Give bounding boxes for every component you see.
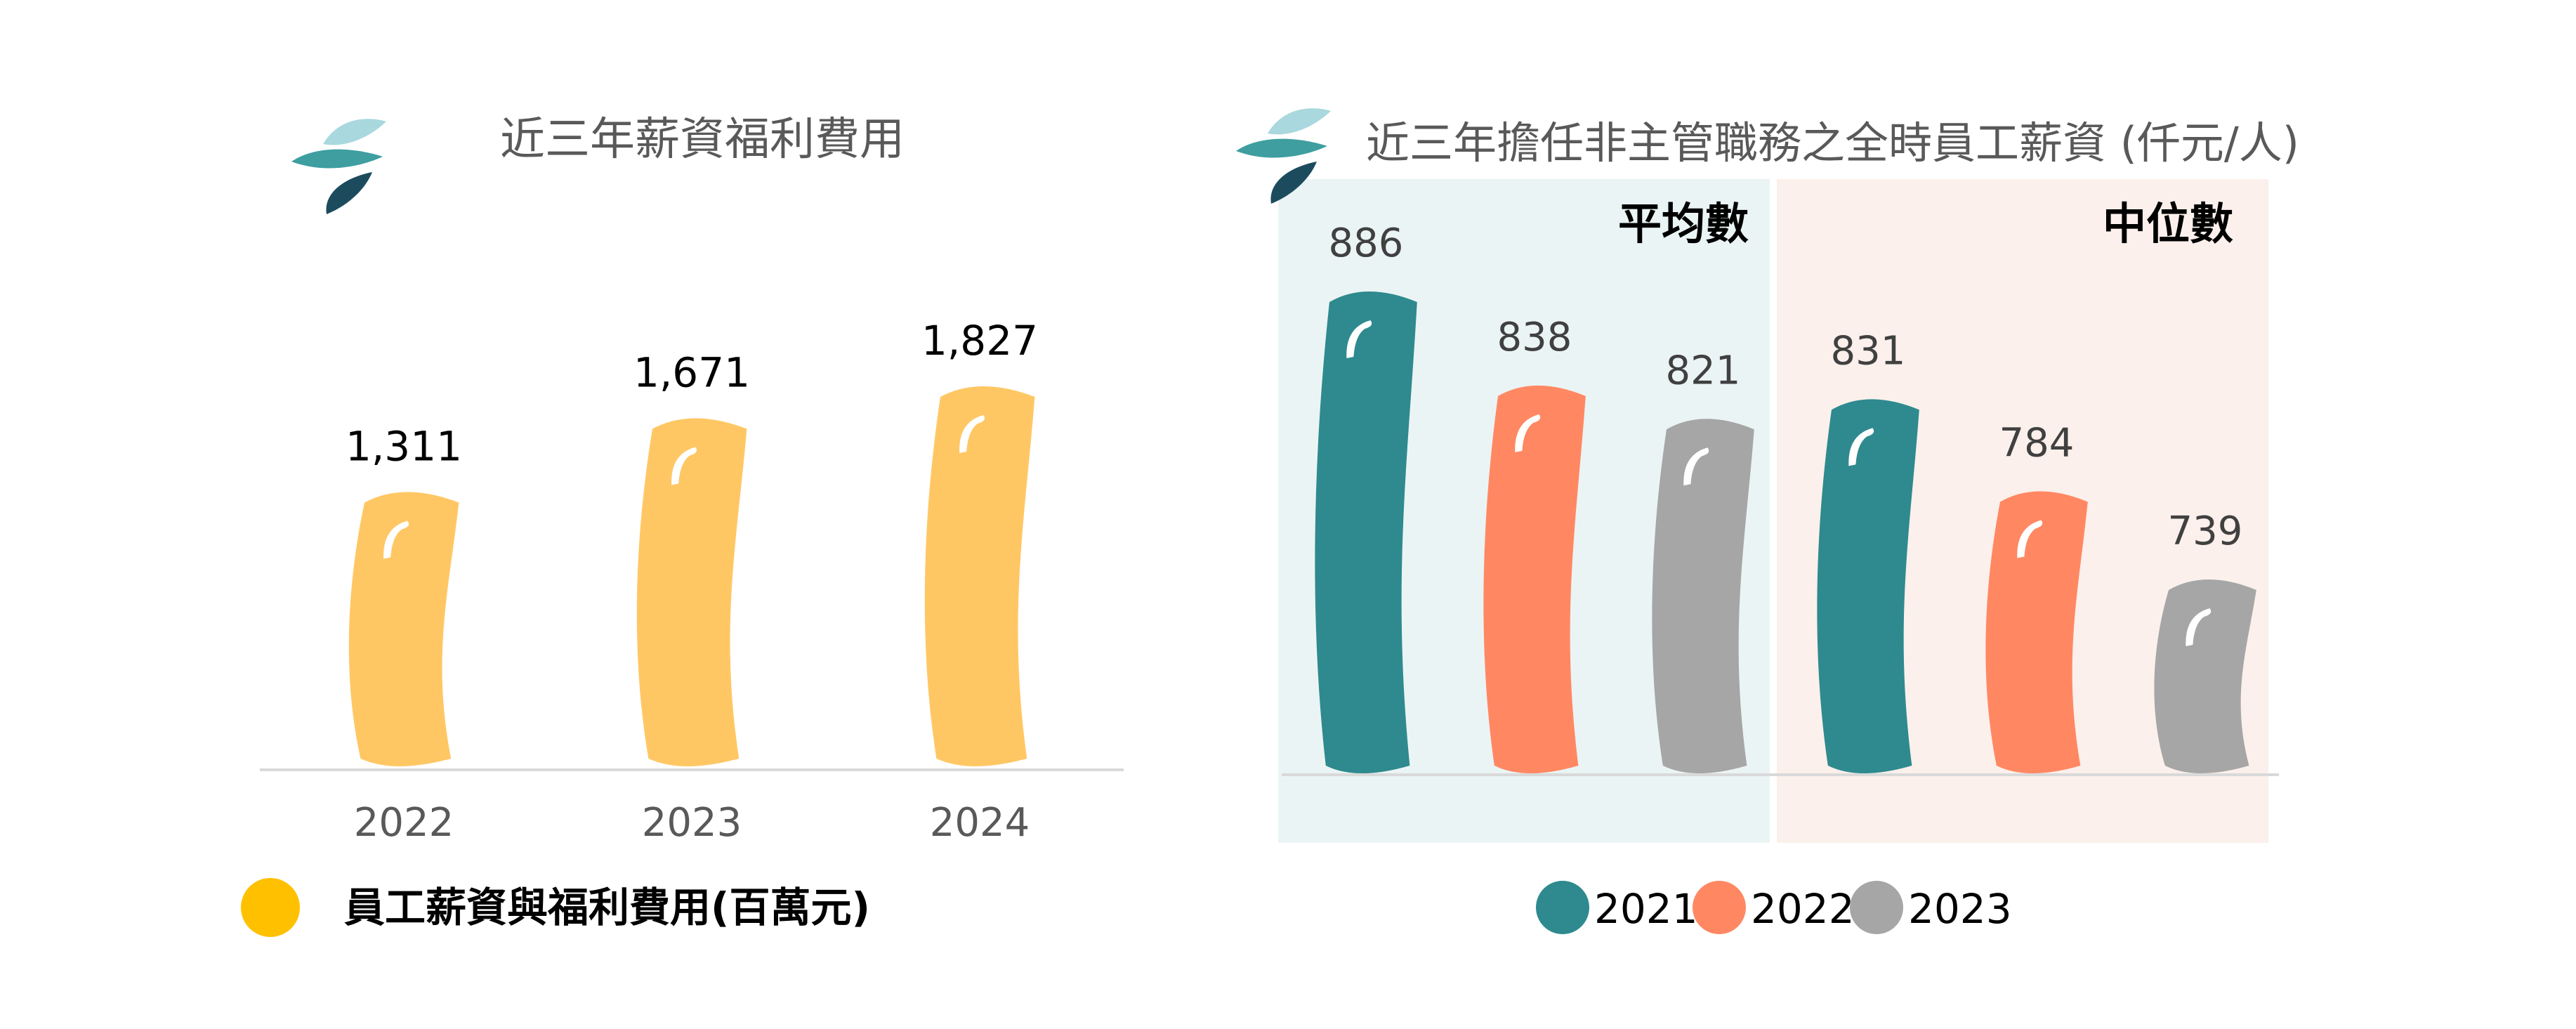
bars-group: 1,311 1,671 1,827 — [346, 317, 1038, 766]
bar-highlight — [2017, 520, 2043, 558]
bars-group: 886 831 838 784 821 739 — [1315, 221, 2256, 773]
x-tick-label: 2024 — [930, 800, 1030, 846]
chart-logo-icon — [291, 119, 386, 214]
bar-highlight — [1683, 447, 1709, 486]
group-label-median: 中位數 — [2103, 198, 2233, 249]
data-label: 821 — [1666, 348, 1741, 393]
bar-2021-平均數 — [1315, 291, 1417, 773]
bar-2021-中位數 — [1817, 399, 1919, 773]
legend-label: 2023 — [1908, 885, 2012, 933]
non-manager-salary-chart: 近三年擔任非主管職務之全時員工薪資 (仟元/人) 平均數 中位數 8868318… — [1236, 108, 2299, 934]
legend-swatch-2021 — [1536, 881, 1589, 934]
bar-highlight — [1346, 320, 1372, 358]
bar-2023 — [636, 418, 747, 766]
legend-swatch-2023 — [1850, 881, 1903, 934]
data-label: 886 — [1329, 221, 1404, 266]
bar-2022-平均數 — [1483, 385, 1586, 773]
bar-highlight — [671, 447, 697, 485]
bar-body — [1315, 291, 1417, 773]
bar-body — [924, 386, 1035, 766]
bar-2024 — [924, 386, 1035, 766]
bar-2023-中位數 — [2154, 579, 2256, 773]
bar-body — [1652, 419, 1754, 773]
legend-swatch — [241, 878, 300, 937]
bar-highlight — [2186, 608, 2212, 646]
data-label: 1,311 — [346, 423, 462, 471]
data-label: 1,671 — [633, 349, 750, 397]
bar-body — [636, 418, 747, 766]
bar-body — [1985, 491, 2088, 773]
bar-2023-平均數 — [1652, 419, 1754, 773]
legend-label: 2022 — [1751, 885, 1855, 933]
chart-title: 近三年薪資福利費用 — [500, 114, 905, 166]
salary-benefits-chart: 近三年薪資福利費用 1,311 1,671 1,827 2022 2023 2024… — [241, 114, 1124, 937]
bar-highlight — [383, 520, 409, 559]
data-label: 1,827 — [921, 317, 1038, 365]
data-label: 784 — [1999, 420, 2075, 466]
bar-body — [348, 492, 459, 766]
bar-body — [2154, 579, 2256, 773]
x-tick-label: 2022 — [354, 800, 454, 846]
bar-highlight — [959, 415, 985, 453]
bar-body — [1483, 385, 1586, 773]
legend-label: 2021 — [1594, 885, 1698, 933]
data-label: 739 — [2168, 509, 2243, 554]
group-label-average: 平均數 — [1618, 198, 1749, 249]
data-label: 831 — [1831, 328, 1906, 374]
legend-label: 員工薪資與福利費用(百萬元) — [344, 884, 870, 931]
legend-swatch-2022 — [1693, 881, 1746, 934]
bar-2022 — [348, 492, 459, 766]
data-label: 838 — [1497, 315, 1572, 360]
bar-highlight — [1848, 428, 1874, 466]
bar-highlight — [1515, 414, 1541, 452]
x-tick-label: 2023 — [642, 800, 742, 846]
chart-logo-icon — [1236, 108, 1331, 204]
chart-title: 近三年擔任非主管職務之全時員工薪資 (仟元/人) — [1366, 117, 2299, 169]
bar-body — [1817, 399, 1919, 773]
bar-2022-中位數 — [1985, 491, 2088, 773]
